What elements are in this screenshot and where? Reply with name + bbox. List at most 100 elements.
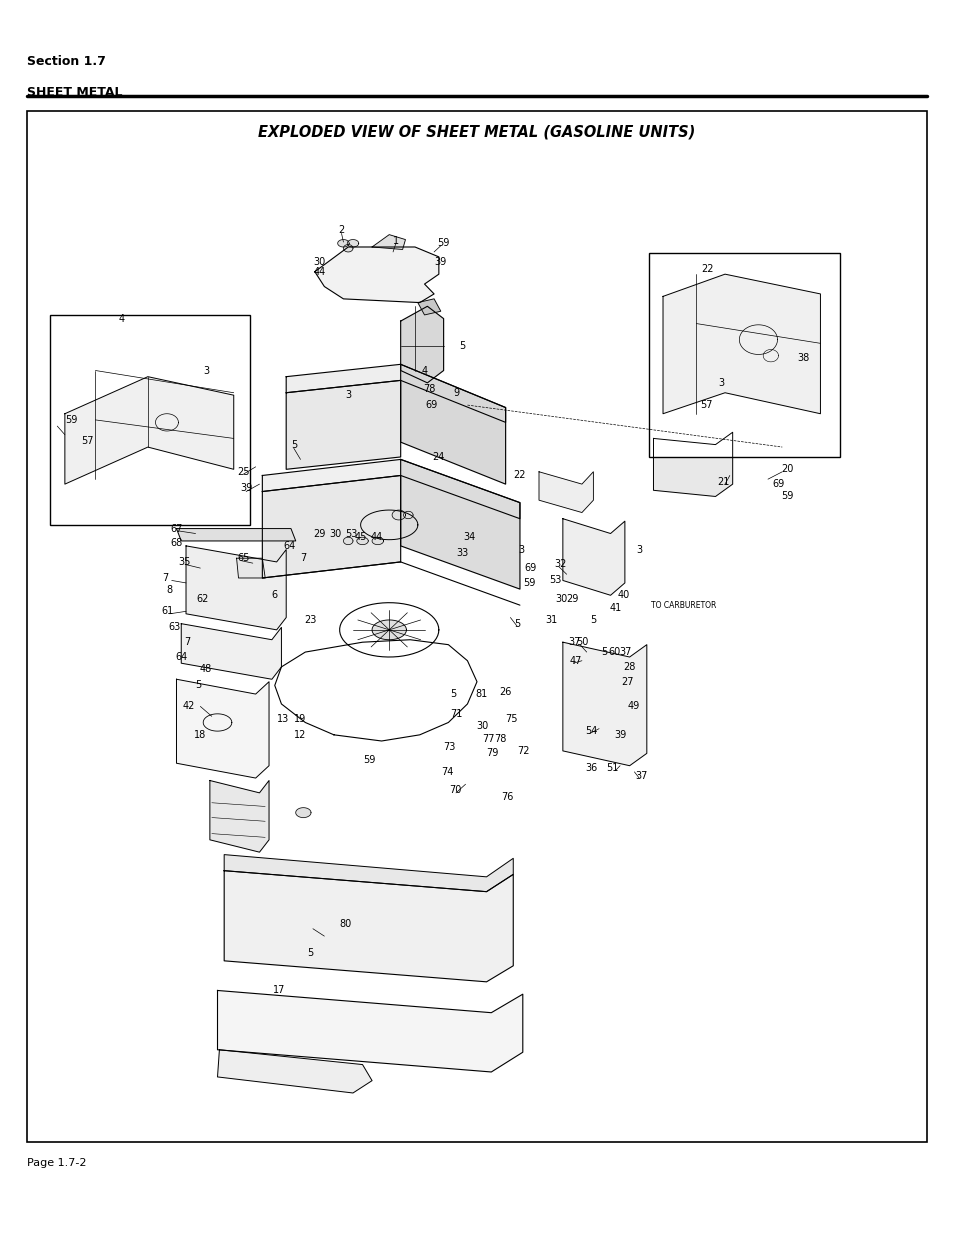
Text: 39: 39 — [435, 257, 446, 267]
Text: 73: 73 — [443, 742, 455, 752]
Polygon shape — [337, 240, 349, 247]
Text: 3: 3 — [203, 366, 209, 375]
Polygon shape — [653, 432, 732, 496]
Bar — [648, 253, 839, 457]
Text: Section 1.7: Section 1.7 — [27, 54, 106, 68]
Polygon shape — [176, 679, 269, 778]
Polygon shape — [262, 459, 519, 519]
Text: 64: 64 — [175, 652, 187, 662]
Text: 77: 77 — [481, 734, 495, 743]
Text: 41: 41 — [609, 603, 620, 613]
Text: 76: 76 — [501, 792, 513, 802]
Text: 19: 19 — [294, 714, 306, 724]
Text: 34: 34 — [463, 532, 475, 542]
Text: 44: 44 — [371, 532, 382, 542]
Text: 59: 59 — [66, 415, 77, 425]
Text: 27: 27 — [620, 677, 634, 687]
Text: 38: 38 — [797, 353, 808, 363]
Text: 59: 59 — [363, 755, 375, 764]
Polygon shape — [372, 620, 406, 640]
Text: 23: 23 — [304, 615, 315, 625]
Polygon shape — [65, 377, 233, 484]
Polygon shape — [181, 624, 281, 679]
Text: 22: 22 — [700, 264, 714, 274]
Polygon shape — [224, 871, 513, 982]
Text: 61: 61 — [162, 606, 173, 616]
Text: 74: 74 — [441, 767, 453, 777]
Text: 5: 5 — [459, 341, 465, 351]
Text: 5: 5 — [600, 647, 606, 657]
Bar — [27, 111, 926, 1142]
Text: 5: 5 — [291, 440, 296, 450]
Text: EXPLODED VIEW OF SHEET METAL (GASOLINE UNITS): EXPLODED VIEW OF SHEET METAL (GASOLINE U… — [258, 125, 695, 140]
Polygon shape — [538, 472, 593, 513]
Polygon shape — [343, 245, 353, 252]
Polygon shape — [286, 380, 400, 469]
Text: Page 1.7-2: Page 1.7-2 — [27, 1158, 86, 1168]
Text: TO CARBURETOR: TO CARBURETOR — [650, 600, 716, 610]
Text: 3: 3 — [718, 378, 723, 388]
Text: 75: 75 — [504, 714, 517, 724]
Text: 9: 9 — [453, 388, 458, 398]
Polygon shape — [403, 511, 413, 519]
Text: 60: 60 — [608, 647, 619, 657]
Text: 32: 32 — [555, 559, 566, 569]
Text: 51: 51 — [606, 763, 618, 773]
Text: 7: 7 — [162, 573, 168, 583]
Text: 79: 79 — [486, 748, 497, 758]
Text: 53: 53 — [549, 576, 560, 585]
Text: 50: 50 — [576, 637, 587, 647]
Text: 71: 71 — [450, 709, 461, 719]
Text: 36: 36 — [585, 763, 597, 773]
Text: 30: 30 — [314, 257, 325, 267]
Text: 13: 13 — [277, 714, 289, 724]
Bar — [50, 315, 250, 525]
Text: 37: 37 — [568, 637, 579, 647]
Text: 30: 30 — [476, 721, 488, 731]
Polygon shape — [186, 546, 286, 630]
Polygon shape — [286, 364, 505, 422]
Text: 2: 2 — [338, 225, 344, 235]
Polygon shape — [562, 642, 646, 766]
Text: 31: 31 — [545, 615, 557, 625]
Polygon shape — [262, 475, 400, 578]
Text: 28: 28 — [623, 662, 635, 672]
Text: 25: 25 — [236, 467, 250, 477]
Polygon shape — [562, 519, 624, 595]
Polygon shape — [400, 306, 443, 383]
Text: 78: 78 — [423, 384, 435, 394]
Text: 29: 29 — [566, 594, 578, 604]
Text: 30: 30 — [330, 529, 341, 538]
Text: 7: 7 — [300, 553, 306, 563]
Text: 45: 45 — [355, 532, 366, 542]
Polygon shape — [343, 537, 353, 545]
Text: 5: 5 — [450, 689, 456, 699]
Polygon shape — [176, 529, 295, 541]
Polygon shape — [400, 364, 505, 484]
Text: 69: 69 — [425, 400, 436, 410]
Text: 22: 22 — [513, 471, 526, 480]
Text: 20: 20 — [781, 464, 792, 474]
Text: 37: 37 — [619, 647, 631, 657]
Text: 26: 26 — [499, 687, 511, 697]
Polygon shape — [356, 537, 368, 545]
Text: 40: 40 — [618, 590, 629, 600]
Polygon shape — [236, 558, 265, 578]
Text: 67: 67 — [171, 524, 182, 534]
Polygon shape — [295, 808, 311, 818]
Text: 72: 72 — [517, 746, 530, 756]
Text: 29: 29 — [314, 529, 325, 538]
Text: 44: 44 — [314, 267, 325, 277]
Text: 3: 3 — [518, 545, 524, 555]
Polygon shape — [392, 510, 405, 520]
Text: 18: 18 — [194, 730, 206, 740]
Text: 70: 70 — [449, 785, 460, 795]
Text: 62: 62 — [196, 594, 208, 604]
Text: 6: 6 — [272, 590, 277, 600]
Text: 63: 63 — [169, 622, 180, 632]
Polygon shape — [210, 781, 269, 852]
Text: 5: 5 — [514, 619, 519, 629]
Text: 8: 8 — [167, 585, 172, 595]
Text: 21: 21 — [717, 477, 728, 487]
Text: 81: 81 — [476, 689, 487, 699]
